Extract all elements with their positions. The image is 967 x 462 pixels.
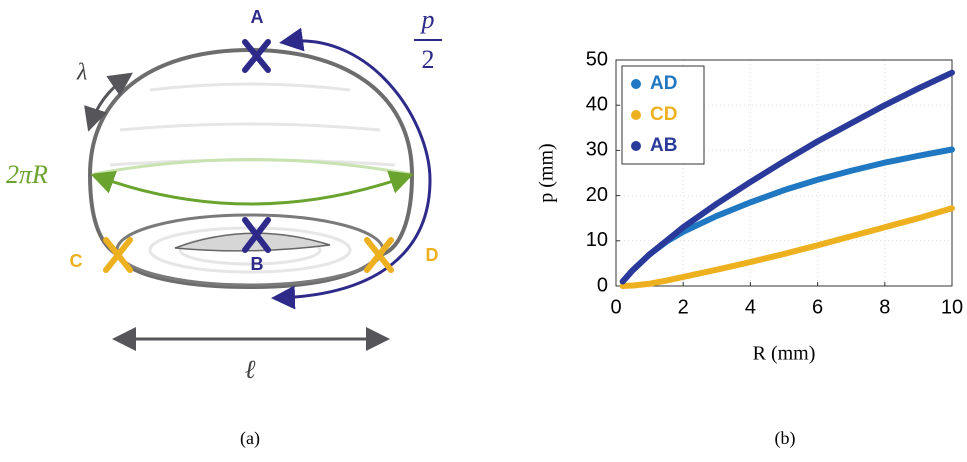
x-axis-label: R (mm) — [753, 343, 816, 365]
legend-label: AD — [650, 73, 677, 94]
diagram: A B C D λ 2πR p 2 ℓ — [6, 5, 442, 384]
caption: (b) — [775, 428, 796, 449]
x-tick-label: 6 — [812, 296, 823, 318]
legend-marker — [631, 110, 641, 120]
series-line — [619, 146, 955, 285]
y-tick-label: 10 — [586, 229, 608, 251]
label-b: B — [251, 254, 264, 274]
y-tick-label: 50 — [586, 48, 608, 70]
legend-marker — [631, 141, 641, 151]
legend-label: AB — [650, 135, 677, 156]
x-tick-label: 4 — [745, 296, 756, 318]
caption: (a) — [240, 428, 260, 449]
series-line — [619, 205, 955, 289]
y-tick-label: 0 — [597, 274, 608, 296]
lambda-arrow — [84, 72, 133, 132]
label-circumference: 2πR — [6, 160, 48, 189]
y-tick-label: 20 — [586, 184, 608, 206]
legend-marker — [631, 79, 641, 89]
label-d: D — [426, 245, 439, 265]
x-tick-label: 8 — [879, 296, 890, 318]
series-line — [619, 69, 955, 285]
crosses — [103, 39, 394, 273]
half-p-arrow — [271, 27, 432, 310]
legend-label: CD — [650, 104, 677, 125]
label-2: 2 — [422, 45, 435, 74]
label-p: p — [420, 5, 435, 34]
label-c: C — [70, 251, 83, 271]
x-tick-label: 2 — [678, 296, 689, 318]
x-tick-label: 10 — [941, 296, 963, 318]
y-tick-label: 30 — [586, 139, 608, 161]
plot-frame — [615, 59, 953, 287]
y-axis-label: p (mm) — [536, 143, 558, 202]
label-a: A — [251, 7, 264, 27]
y-tick-label: 40 — [586, 93, 608, 115]
circumference-arrow — [90, 170, 414, 206]
chart: R (mm) p (mm) 0 2 4 6 8 10 0 10 20 30 40 50 AD CD AB — [536, 48, 964, 364]
x-tick-label: 0 — [610, 296, 621, 318]
label-length: ℓ — [245, 355, 256, 384]
label-lambda: λ — [76, 60, 87, 86]
green-back — [93, 158, 411, 176]
